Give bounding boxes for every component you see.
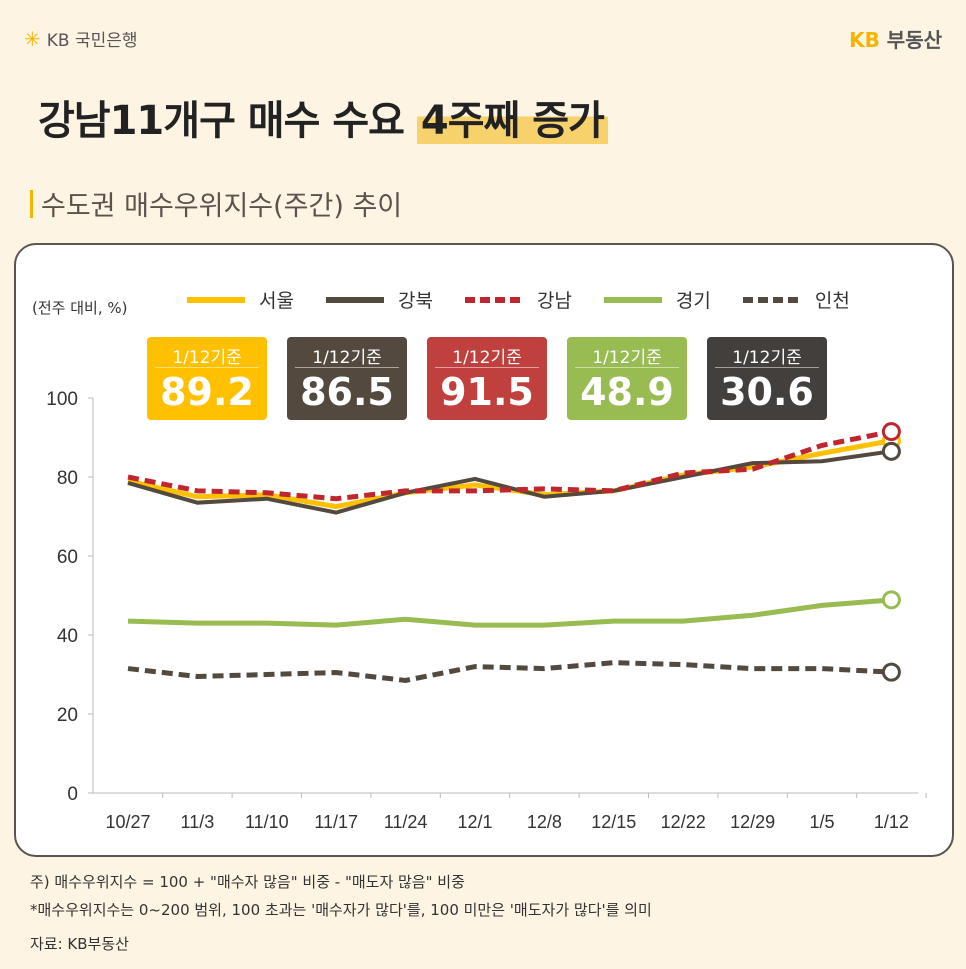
x-tick-label: 10/27 xyxy=(105,812,150,832)
endpoint-marker-강북 xyxy=(881,441,901,461)
badge-label: 1/12기준 xyxy=(715,337,819,368)
legend-label: 서울 xyxy=(259,290,294,312)
x-tick-label: 12/29 xyxy=(730,812,775,832)
kb-star-icon: ✳ xyxy=(24,26,41,51)
legend-label: 강북 xyxy=(397,290,433,312)
legend-item: 강북 xyxy=(324,286,433,313)
endpoint-marker-경기 xyxy=(881,590,901,610)
x-tick-label: 1/12 xyxy=(874,812,909,832)
badge-label: 1/12기준 xyxy=(295,337,399,368)
legend-item: 경기 xyxy=(602,286,711,313)
footnote-range: *매수우위지수는 0~200 범위, 100 초과는 '매수자가 많다'를, 1… xyxy=(30,901,652,919)
badge-label: 1/12기준 xyxy=(155,337,259,368)
badge-경기: 1/12기준 48.9 xyxy=(567,337,687,420)
endpoint-marker-인천 xyxy=(881,662,901,682)
x-tick-label: 12/8 xyxy=(527,812,562,832)
x-tick-label: 1/5 xyxy=(809,812,834,832)
y-tick-label: 60 xyxy=(57,547,78,568)
legend-swatch xyxy=(187,296,245,303)
footnote-source: 자료: KB부동산 xyxy=(30,935,129,953)
brand-kb: KB xyxy=(849,28,880,52)
page-title: 강남11개구 매수 수요 4주째 증가 xyxy=(38,88,608,146)
x-tick-label: 12/22 xyxy=(661,812,706,832)
x-tick-label: 11/24 xyxy=(384,812,428,832)
badge-강남: 1/12기준 91.5 xyxy=(427,337,547,420)
y-tick-label: 0 xyxy=(67,784,78,805)
y-tick-label: 40 xyxy=(57,626,78,647)
subtitle-text: 수도권 매수우위지수(주간) 추이 xyxy=(41,191,403,222)
legend-swatch xyxy=(325,296,384,303)
y-tick-label: 100 xyxy=(46,389,78,410)
x-tick-label: 12/15 xyxy=(591,812,636,832)
series-line-인천 xyxy=(127,660,892,683)
x-tick-label: 11/17 xyxy=(314,812,358,832)
legend-swatch xyxy=(742,296,801,303)
legend-item: 인천 xyxy=(741,286,850,313)
legend-swatch xyxy=(603,296,662,303)
series-line-경기 xyxy=(127,597,892,628)
title-highlight: 4주째 증가 xyxy=(416,98,608,144)
badge-label: 1/12기준 xyxy=(575,337,679,368)
bank-logo-text: KB 국민은행 xyxy=(46,31,138,51)
badge-강북: 1/12기준 86.5 xyxy=(287,337,407,420)
footnote-formula: 주) 매수우위지수 = 100 + "매수자 많음" 비중 - "매도자 많음"… xyxy=(30,873,465,891)
chart-subtitle: 수도권 매수우위지수(주간) 추이 xyxy=(30,184,402,223)
badge-label: 1/12기준 xyxy=(435,337,539,368)
legend-label: 강남 xyxy=(536,290,572,312)
brand-name: 부동산 xyxy=(886,28,942,52)
legend-swatch xyxy=(464,296,523,303)
x-tick-label: 12/1 xyxy=(457,812,492,832)
badge-value: 86.5 xyxy=(300,370,394,414)
chart-legend: 서울 강북 강남 경기 인천 xyxy=(185,286,850,313)
badge-인천: 1/12기준 30.6 xyxy=(707,337,827,420)
badge-value: 30.6 xyxy=(720,370,814,414)
badge-서울: 1/12기준 89.2 xyxy=(147,337,267,420)
y-tick-label: 80 xyxy=(57,468,78,489)
kb-bank-logo: ✳ KB 국민은행 xyxy=(24,26,138,52)
y-tick-label: 20 xyxy=(57,705,78,726)
legend-item: 서울 xyxy=(185,286,294,313)
x-tick-label: 11/3 xyxy=(181,812,215,832)
endpoint-marker-강남 xyxy=(881,422,901,442)
accent-bar xyxy=(30,189,33,218)
x-tick-label: 11/10 xyxy=(245,812,289,832)
title-main: 강남11개구 매수 수요 xyxy=(38,98,405,144)
legend-label: 인천 xyxy=(814,290,850,312)
badge-value: 89.2 xyxy=(160,370,254,414)
legend-label: 경기 xyxy=(675,290,711,312)
series-line-강남 xyxy=(127,429,892,502)
legend-item: 강남 xyxy=(463,286,572,313)
badge-value: 48.9 xyxy=(580,370,674,414)
badge-value: 91.5 xyxy=(440,370,534,414)
series-line-서울 xyxy=(127,438,892,510)
kb-realestate-logo: KB 부동산 xyxy=(849,24,942,53)
y-axis-unit: (전주 대비, %) xyxy=(32,299,128,317)
